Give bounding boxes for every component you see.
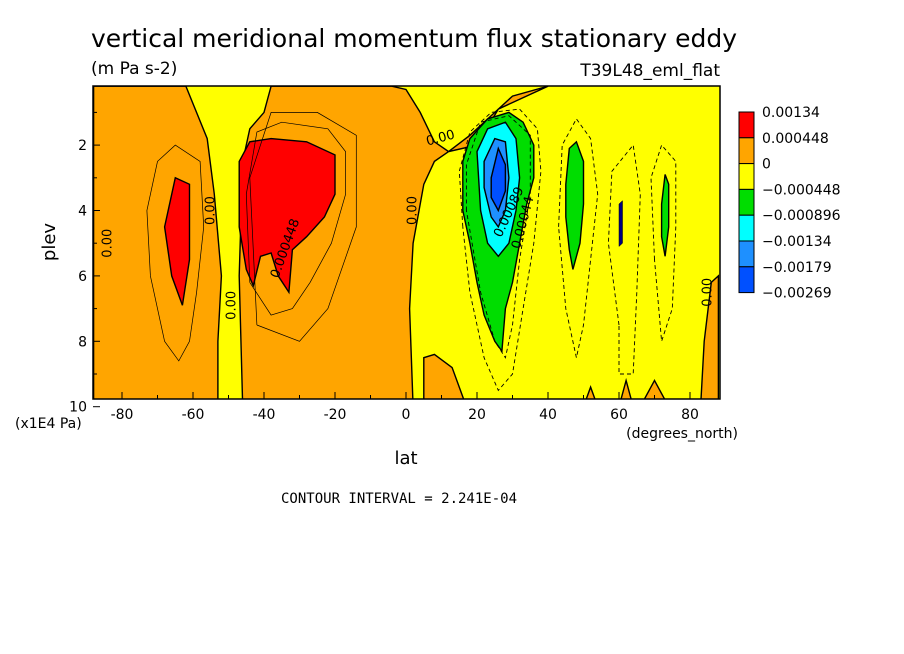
x-tick-label: -60 (182, 407, 205, 423)
y-tick-label: 10 (69, 400, 87, 416)
deepblue-region (490, 146, 507, 213)
green-region (660, 174, 670, 257)
x-tick-label: -20 (324, 407, 347, 423)
legend-swatch (738, 214, 755, 242)
legend-level-label: −0.000448 (762, 182, 841, 198)
deepblue-regions (490, 146, 507, 213)
legend-level-label: −0.000896 (762, 208, 841, 224)
x-tick-label: 60 (610, 407, 628, 423)
x-tick-label: 0 (402, 407, 411, 423)
x-tick-label: 20 (468, 407, 486, 423)
legend-swatch (738, 240, 755, 268)
plot-area (93, 86, 720, 399)
legend-level-label: −0.00179 (762, 260, 832, 276)
contour-label: 0.00 (203, 196, 218, 225)
legend-swatch (738, 163, 755, 190)
y-tick-label: 2 (78, 138, 87, 154)
x-axis-label: lat (394, 448, 417, 469)
x-axis-units: (degrees_north) (626, 426, 738, 442)
legend-level-label: 0 (762, 157, 771, 173)
dashed-contour-line (458, 108, 542, 392)
legend-swatch (738, 266, 755, 294)
contour-label: 0.00 (406, 196, 421, 225)
contour-label: 0.00 (425, 127, 457, 149)
color-legend: 0.00134 0.000448 0 −0.000448 −0.000896 −0.001… (738, 105, 841, 302)
red-region (238, 137, 336, 295)
x-tick-label: 40 (539, 407, 557, 423)
legend-level-label: 0.00134 (762, 105, 820, 121)
contour-label: 0.00 (100, 229, 115, 258)
x-tick-label: -80 (111, 407, 134, 423)
run-label: T39L48_eml_flat (579, 61, 720, 81)
legend-level-label: −0.00269 (762, 286, 832, 302)
x-axis-ticks: -80 -60 -40 -20 0 20 40 60 80 (111, 392, 699, 423)
legend-swatch (738, 188, 755, 216)
thin-contour-line (249, 112, 357, 342)
dashed-contour-line (607, 144, 641, 375)
legend-level-label: 0.000448 (762, 131, 829, 147)
thin-contour-line (245, 121, 346, 316)
dashed-contour-line (465, 115, 531, 359)
red-region (163, 176, 191, 306)
y-axis-units: (x1E4 Pa) (15, 416, 82, 432)
y-axis-label: plev (39, 223, 60, 262)
dashed-contour-line (650, 144, 677, 342)
legend-swatch (738, 111, 755, 139)
green-region (565, 140, 585, 270)
orange-region (585, 385, 596, 399)
x-tick-label: 80 (681, 407, 699, 423)
dark-stripe-regions (618, 200, 623, 248)
contour-label: 0.00 (700, 278, 715, 307)
legend-level-label: −0.00134 (762, 234, 832, 250)
red-regions (163, 137, 336, 306)
legend-swatch (738, 137, 755, 165)
x-tick-label: -40 (253, 407, 276, 423)
contour-label: 0.00 (225, 291, 240, 320)
thin-contour-line (146, 144, 205, 362)
chart-units: (m Pa s-2) (91, 59, 177, 79)
orange-region (620, 377, 632, 399)
y-tick-label: 4 (78, 204, 87, 220)
thin-contours (146, 112, 357, 362)
orange-region (700, 274, 720, 399)
contour-interval: CONTOUR INTERVAL = 2.241E-04 (281, 491, 517, 507)
orange-region (423, 353, 465, 399)
y-tick-label: 6 (78, 269, 87, 285)
chart-title: vertical meridional momentum flux statio… (91, 24, 737, 53)
stripe-region (618, 200, 623, 248)
y-axis-ticks: 2 4 6 8 10 (69, 111, 100, 416)
dashed-contours (458, 108, 677, 392)
dashed-contour-line (558, 118, 599, 358)
y-tick-label: 8 (78, 334, 87, 350)
orange-region (643, 379, 666, 399)
